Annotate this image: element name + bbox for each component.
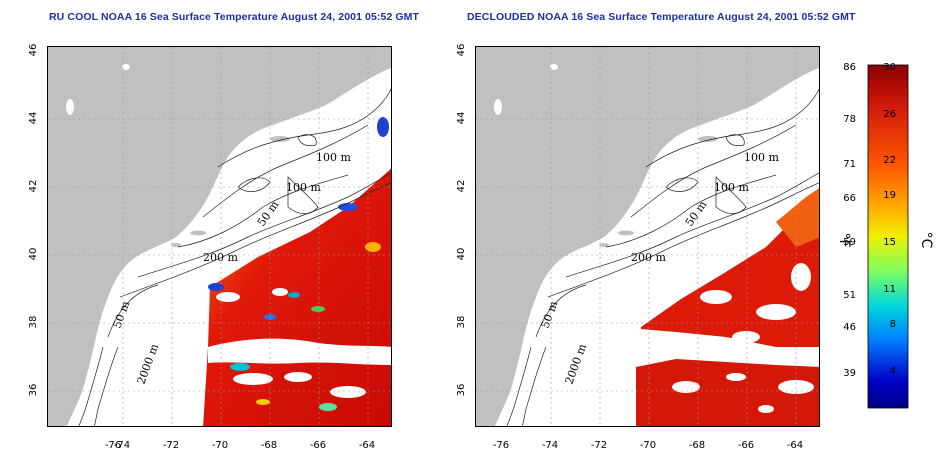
right-panel-title: DECLOUDED NOAA 16 Sea Surface Temperatur… [467, 11, 856, 23]
fahrenheit-tick: 51 [843, 290, 856, 301]
cloud-holes [672, 263, 814, 413]
contour-label-50m-b: 50 m [539, 299, 561, 330]
left-map-lat-ticks: 36 38 40 42 44 46 [28, 44, 39, 397]
lon-tick: -70 [640, 440, 656, 451]
lon-tick: -66 [310, 440, 326, 451]
contour-label-2000m: 2000 m [563, 342, 590, 386]
contour-label-100m-a: 100 m [316, 151, 351, 164]
lon-tick: -64 [359, 440, 375, 451]
celsius-tick: 22 [883, 155, 896, 166]
fahrenheit-ticks: 86 78 71 66 59 51 46 39 [843, 62, 856, 379]
islands [171, 136, 290, 247]
right-map-lat-ticks: 36 38 40 42 44 46 [456, 44, 467, 397]
lakes [66, 64, 130, 115]
contour-label-50m-a: 50 m [683, 198, 710, 229]
contour-label-50m-b: 50 m [111, 299, 133, 330]
contour-label-50m-a: 50 m [255, 198, 282, 229]
fahrenheit-tick: 39 [843, 368, 856, 379]
lon-tick: -72 [163, 440, 179, 451]
lon-tick: -72 [591, 440, 607, 451]
celsius-tick: 11 [883, 284, 896, 295]
fahrenheit-tick: 71 [843, 159, 856, 170]
lon-tick: -76 [105, 440, 121, 451]
contour-label-100m-a: 100 m [744, 151, 779, 164]
contour-label-100m-b: 100 m [714, 181, 749, 194]
lat-tick: 42 [456, 180, 467, 193]
cloud-mask [208, 288, 391, 398]
celsius-ticks: 30 26 22 19 15 11 8 4 [883, 62, 896, 377]
coastline-land [48, 47, 391, 426]
sst-map-declouded: 100 m 100 m 50 m 200 m 50 m 2000 m [475, 46, 820, 427]
temperature-colorbar: 86 78 71 66 59 51 46 39 30 26 22 19 15 1… [820, 40, 950, 440]
fahrenheit-tick: 59 [843, 237, 856, 248]
celsius-tick: 26 [883, 109, 896, 120]
lon-tick: -68 [261, 440, 277, 451]
celsius-tick: 30 [883, 62, 896, 73]
islands [599, 136, 718, 247]
fahrenheit-tick: 46 [843, 322, 856, 333]
lon-tick: -64 [787, 440, 803, 451]
fahrenheit-tick: 66 [843, 193, 856, 204]
lon-tick: -74 [542, 440, 558, 451]
cool-water-patches [208, 117, 389, 411]
left-map-lon-ticks: -76 -74 -72 -70 -68 -66 -64 [105, 440, 375, 451]
celsius-unit: °C [918, 232, 934, 249]
lon-tick: -68 [689, 440, 705, 451]
lat-tick: 38 [456, 316, 467, 329]
contour-label-2000m: 2000 m [135, 342, 162, 386]
lat-tick: 40 [28, 248, 39, 261]
lat-tick: 46 [456, 44, 467, 57]
lat-tick: 40 [456, 248, 467, 261]
lat-tick: 44 [456, 112, 467, 125]
lat-tick: 44 [28, 112, 39, 125]
celsius-tick: 19 [883, 190, 896, 201]
fahrenheit-unit: °F [836, 232, 852, 247]
sst-map-raw: 100 m 100 m 50 m 200 m 50 m 2000 m [47, 46, 392, 427]
lat-tick: 36 [456, 384, 467, 397]
fahrenheit-tick: 78 [843, 114, 856, 125]
coastline-land [476, 47, 819, 426]
contour-label-100m-b: 100 m [286, 181, 321, 194]
lat-tick: 42 [28, 180, 39, 193]
lon-tick: -74 [114, 440, 130, 451]
colorbar-gradient [867, 64, 909, 409]
lat-tick: 38 [28, 316, 39, 329]
right-map-lon-ticks: -76 -74 -72 -70 -68 -66 -64 [493, 440, 803, 451]
celsius-tick: 15 [883, 237, 896, 248]
left-panel-title: RU COOL NOAA 16 Sea Surface Temperature … [49, 11, 420, 23]
graticule [48, 47, 391, 426]
lakes [494, 64, 558, 115]
lat-tick: 36 [28, 384, 39, 397]
lat-tick: 46 [28, 44, 39, 57]
lon-tick: -66 [738, 440, 754, 451]
lon-tick: -70 [212, 440, 228, 451]
fahrenheit-tick: 86 [843, 62, 856, 73]
lon-tick: -76 [493, 440, 509, 451]
celsius-tick: 4 [890, 366, 896, 377]
graticule [476, 47, 819, 426]
celsius-tick: 8 [890, 319, 896, 330]
